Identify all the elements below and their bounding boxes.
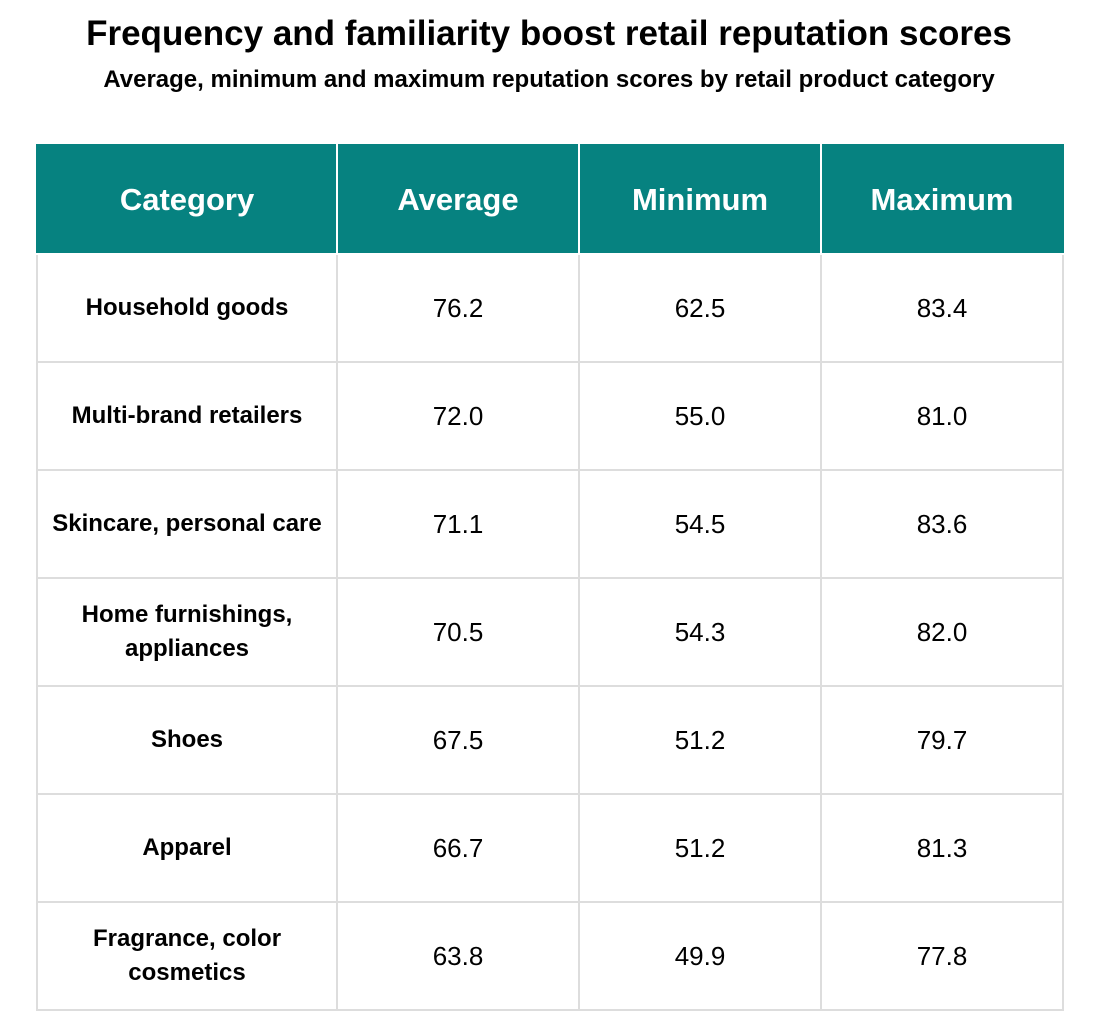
category-cell: Home furnishings, appliances (36, 577, 338, 687)
table-row: Household goods 76.2 62.5 83.4 (36, 253, 1064, 363)
table-row: Fragrance, color cosmetics 63.8 49.9 77.… (36, 901, 1064, 1011)
chart-subtitle: Average, minimum and maximum reputation … (103, 66, 995, 93)
category-cell: Fragrance, color cosmetics (36, 901, 338, 1011)
category-cell: Skincare, personal care (36, 469, 338, 579)
maximum-cell: 77.8 (820, 901, 1064, 1011)
table-row: Skincare, personal care 71.1 54.5 83.6 (36, 469, 1064, 579)
column-header-category: Category (36, 144, 338, 255)
minimum-cell: 62.5 (578, 253, 822, 363)
minimum-cell: 49.9 (578, 901, 822, 1011)
maximum-cell: 81.0 (820, 361, 1064, 471)
minimum-cell: 54.5 (578, 469, 822, 579)
column-header-minimum: Minimum (578, 144, 822, 255)
minimum-cell: 51.2 (578, 793, 822, 903)
minimum-cell: 54.3 (578, 577, 822, 687)
column-header-average: Average (336, 144, 580, 255)
maximum-cell: 79.7 (820, 685, 1064, 795)
average-cell: 76.2 (336, 253, 580, 363)
reputation-table: Category Average Minimum Maximum Househo… (36, 144, 1064, 1011)
minimum-cell: 51.2 (578, 685, 822, 795)
average-cell: 72.0 (336, 361, 580, 471)
average-cell: 71.1 (336, 469, 580, 579)
average-cell: 67.5 (336, 685, 580, 795)
table-row: Shoes 67.5 51.2 79.7 (36, 685, 1064, 795)
category-cell: Household goods (36, 253, 338, 363)
maximum-cell: 82.0 (820, 577, 1064, 687)
table-row: Apparel 66.7 51.2 81.3 (36, 793, 1064, 903)
maximum-cell: 83.4 (820, 253, 1064, 363)
maximum-cell: 81.3 (820, 793, 1064, 903)
table-row: Multi-brand retailers 72.0 55.0 81.0 (36, 361, 1064, 471)
chart-title: Frequency and familiarity boost retail r… (86, 14, 1012, 53)
category-cell: Apparel (36, 793, 338, 903)
header-row: Category Average Minimum Maximum (36, 144, 1064, 255)
average-cell: 66.7 (336, 793, 580, 903)
category-cell: Shoes (36, 685, 338, 795)
maximum-cell: 83.6 (820, 469, 1064, 579)
average-cell: 63.8 (336, 901, 580, 1011)
column-header-maximum: Maximum (820, 144, 1064, 255)
table-row: Home furnishings, appliances 70.5 54.3 8… (36, 577, 1064, 687)
average-cell: 70.5 (336, 577, 580, 687)
category-cell: Multi-brand retailers (36, 361, 338, 471)
minimum-cell: 55.0 (578, 361, 822, 471)
